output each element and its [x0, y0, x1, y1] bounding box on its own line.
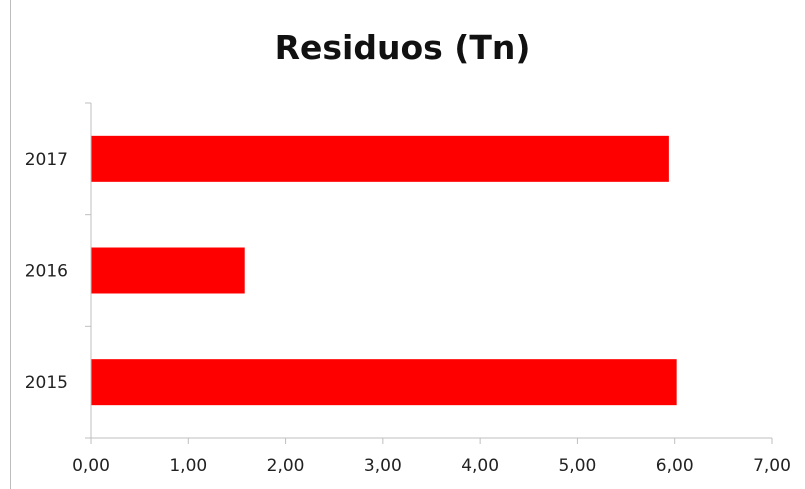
x-tick-label: 3,00 — [364, 456, 402, 476]
x-tick-label: 5,00 — [558, 456, 596, 476]
y-tick-label-2017: 2017 — [25, 150, 68, 170]
x-tick-label: 1,00 — [169, 456, 207, 476]
bar-2015 — [91, 359, 677, 406]
frame-edge — [10, 0, 11, 489]
chart-title: Residuos (Tn) — [274, 28, 531, 67]
bar-2017 — [91, 135, 669, 182]
x-tick-label: 7,00 — [753, 456, 791, 476]
x-tick-label: 2,00 — [267, 456, 305, 476]
bar-2016 — [91, 247, 245, 294]
x-tick-label: 0,00 — [72, 456, 110, 476]
x-tick-label: 6,00 — [656, 456, 694, 476]
x-tick-label: 4,00 — [461, 456, 499, 476]
y-tick-label-2016: 2016 — [25, 262, 68, 282]
y-tick-label-2015: 2015 — [25, 373, 68, 393]
